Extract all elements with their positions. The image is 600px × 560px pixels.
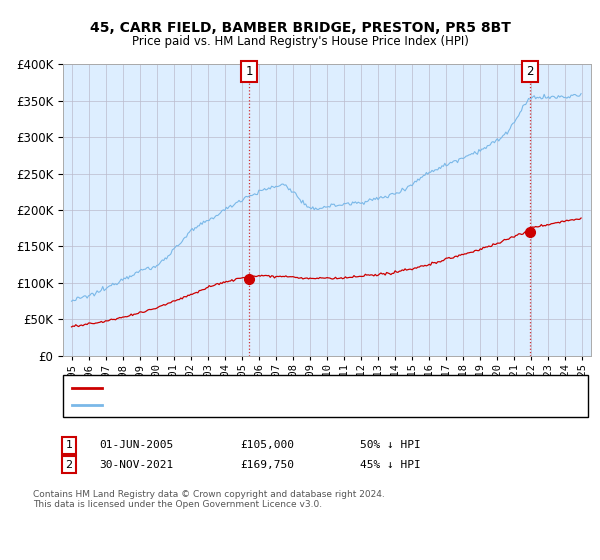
Text: 2: 2 (65, 460, 73, 470)
Text: Contains HM Land Registry data © Crown copyright and database right 2024.
This d: Contains HM Land Registry data © Crown c… (33, 490, 385, 510)
Text: £169,750: £169,750 (240, 460, 294, 470)
Text: 50% ↓ HPI: 50% ↓ HPI (360, 440, 421, 450)
Text: Price paid vs. HM Land Registry's House Price Index (HPI): Price paid vs. HM Land Registry's House … (131, 35, 469, 48)
Text: 45, CARR FIELD, BAMBER BRIDGE, PRESTON, PR5 8BT: 45, CARR FIELD, BAMBER BRIDGE, PRESTON, … (89, 21, 511, 35)
Text: £105,000: £105,000 (240, 440, 294, 450)
Text: 30-NOV-2021: 30-NOV-2021 (99, 460, 173, 470)
Text: HPI: Average price, detached house, Chorley: HPI: Average price, detached house, Chor… (106, 400, 355, 410)
Text: 1: 1 (245, 65, 253, 78)
Text: 1: 1 (65, 440, 73, 450)
Text: 45, CARR FIELD, BAMBER BRIDGE, PRESTON, PR5 8BT (detached house): 45, CARR FIELD, BAMBER BRIDGE, PRESTON, … (106, 383, 508, 393)
Text: 45% ↓ HPI: 45% ↓ HPI (360, 460, 421, 470)
Text: 01-JUN-2005: 01-JUN-2005 (99, 440, 173, 450)
Text: 2: 2 (526, 65, 534, 78)
